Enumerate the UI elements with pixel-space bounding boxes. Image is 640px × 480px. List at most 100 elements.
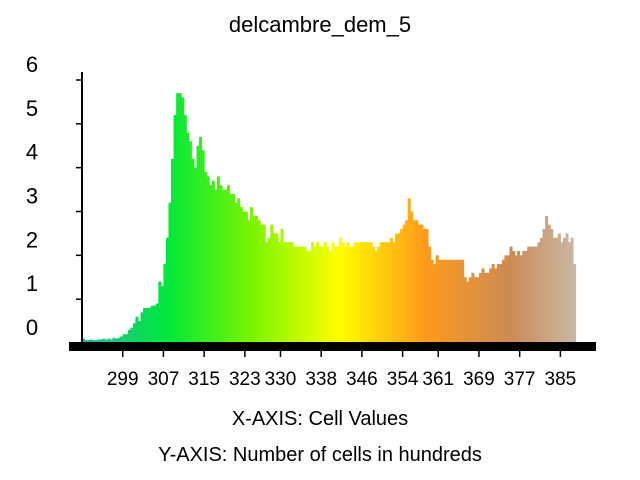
- histogram-bar: [201, 150, 205, 343]
- histogram-bar: [143, 307, 147, 343]
- y-tick-label: 0: [26, 315, 38, 340]
- histogram-bar: [293, 246, 297, 343]
- histogram-bar: [354, 242, 358, 343]
- histogram-bar: [183, 115, 187, 343]
- histogram-bar: [115, 338, 119, 343]
- histogram-bar: [191, 158, 195, 343]
- histogram-bar: [356, 242, 360, 343]
- histogram-bar: [199, 136, 203, 343]
- histogram-bar: [397, 233, 401, 343]
- histogram-bar: [394, 233, 399, 343]
- histogram-bar: [109, 339, 114, 343]
- histogram-bar: [501, 259, 505, 343]
- histogram-bar: [562, 237, 566, 343]
- histogram-bar: [262, 224, 266, 343]
- histogram-bar: [150, 305, 154, 343]
- y-tick-label: 6: [26, 52, 38, 77]
- histogram-bar: [448, 259, 452, 343]
- histogram-bar: [99, 339, 103, 343]
- histogram-bar: [295, 246, 299, 343]
- histogram-bar: [573, 264, 577, 343]
- histogram-bar: [366, 242, 371, 343]
- histogram-bar: [550, 229, 554, 343]
- histogram-bar: [328, 250, 332, 343]
- histogram-bar: [178, 93, 182, 344]
- y-tick-label: 4: [26, 140, 38, 165]
- histogram-bar: [512, 250, 516, 343]
- histogram-bar: [349, 246, 353, 343]
- histogram-bar: [265, 242, 269, 343]
- x-tick-label: 385: [545, 369, 577, 390]
- histogram-bar: [333, 246, 337, 343]
- histogram-bar: [188, 141, 192, 343]
- histogram-bar: [506, 255, 510, 343]
- histogram-bar: [137, 321, 142, 343]
- histogram-bar: [435, 255, 439, 343]
- histogram-bar: [227, 185, 231, 343]
- histogram-bar: [552, 237, 556, 343]
- histogram-bar: [117, 337, 121, 343]
- histogram-bar: [214, 189, 218, 343]
- histogram-bar: [568, 242, 572, 343]
- histogram-bar: [313, 246, 317, 343]
- histogram-bar: [529, 246, 533, 343]
- histogram-bar: [158, 281, 162, 343]
- histogram-bar: [359, 242, 363, 343]
- histogram-bar: [478, 272, 482, 343]
- histogram-bar: [283, 242, 287, 343]
- histogram-bar: [331, 242, 335, 343]
- histogram-bar: [519, 255, 523, 343]
- histogram-bar: [186, 132, 190, 343]
- histogram-bar: [392, 242, 396, 343]
- histogram-bar: [534, 246, 538, 343]
- histogram-bar: [308, 250, 312, 343]
- y-ticks-group: 0 1 2 3 4 5 6: [26, 52, 82, 344]
- histogram-bar: [412, 220, 416, 343]
- histogram-bar: [140, 312, 144, 343]
- histogram-bar: [155, 303, 159, 343]
- histogram-bar: [369, 242, 373, 343]
- histogram-bar: [160, 286, 164, 343]
- histogram-bar: [229, 193, 233, 343]
- y-tick-label: 1: [26, 271, 38, 296]
- histogram-bar: [542, 229, 546, 343]
- histogram-bar: [272, 233, 276, 343]
- histogram-bar: [135, 316, 139, 343]
- histogram-bar: [524, 250, 528, 343]
- histogram-bar: [522, 250, 526, 343]
- histogram-bar: [311, 242, 315, 343]
- histogram-bar: [389, 237, 393, 343]
- histogram-bar: [346, 242, 350, 343]
- histogram-bar: [384, 242, 388, 343]
- histogram-bar: [445, 259, 449, 343]
- histogram-bar: [89, 339, 93, 343]
- histogram-bar: [275, 233, 279, 343]
- histogram-bar: [461, 259, 465, 343]
- histogram-bar: [372, 246, 376, 343]
- histogram-bar: [476, 277, 480, 343]
- histogram-bar: [112, 337, 116, 343]
- histogram-bar: [181, 97, 185, 343]
- histogram-bar: [555, 237, 559, 343]
- histogram-bar: [532, 246, 536, 343]
- histogram-bar: [453, 259, 457, 343]
- histogram-bar: [336, 246, 340, 343]
- histogram-bar: [260, 224, 264, 343]
- histogram-bar: [318, 246, 322, 343]
- histogram-bar: [489, 268, 493, 343]
- x-tick-label: 330: [265, 369, 297, 390]
- histogram-bar: [440, 259, 444, 343]
- x-tick-label: 338: [305, 369, 337, 390]
- histogram-bar: [547, 224, 551, 343]
- histogram-bar: [255, 215, 259, 343]
- histogram-bar: [364, 242, 368, 343]
- histogram-bar: [173, 115, 177, 343]
- histogram-bar: [232, 193, 236, 343]
- histogram-bar: [277, 242, 281, 343]
- histogram-bar: [107, 338, 111, 343]
- histogram-bar: [540, 237, 544, 343]
- histogram-bar: [374, 250, 378, 343]
- histogram-bar: [387, 242, 391, 343]
- histogram-bar: [148, 307, 152, 343]
- histogram-bar: [560, 242, 564, 343]
